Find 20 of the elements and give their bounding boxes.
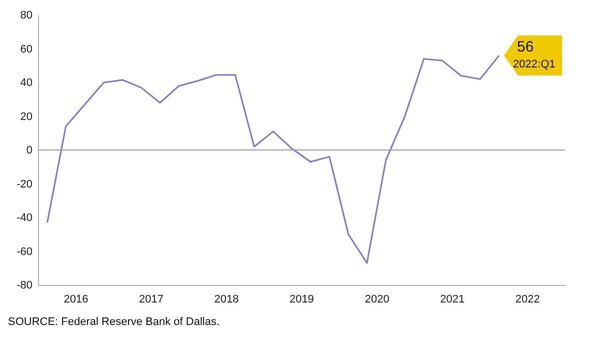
data-label: 56 (517, 38, 534, 56)
x-tick-label: 2022 (515, 294, 540, 306)
y-tick-label: 60 (20, 43, 32, 56)
x-tick-label: 2018 (214, 294, 239, 306)
y-tick-label: -40 (16, 212, 32, 224)
y-tick-label: 80 (20, 10, 32, 22)
y-tick-label: -20 (16, 178, 32, 190)
source-note: SOURCE: Federal Reserve Bank of Dallas. (8, 316, 220, 328)
y-tick-label: -60 (16, 246, 32, 258)
y-tick-label: 40 (20, 77, 32, 89)
line-series (46, 54, 500, 264)
y-tick-label: -80 (16, 280, 32, 292)
x-tick-label: 2021 (440, 294, 465, 306)
x-tick-label: 2016 (64, 294, 88, 306)
x-tick-label: 2020 (364, 294, 390, 306)
annotation: 2022:Q1 (513, 58, 556, 70)
y-tick-label: 0 (26, 144, 32, 156)
y-tick-label: 20 (20, 110, 32, 123)
x-tick-label: 2017 (138, 294, 164, 306)
x-tick-label: 2019 (289, 294, 314, 306)
